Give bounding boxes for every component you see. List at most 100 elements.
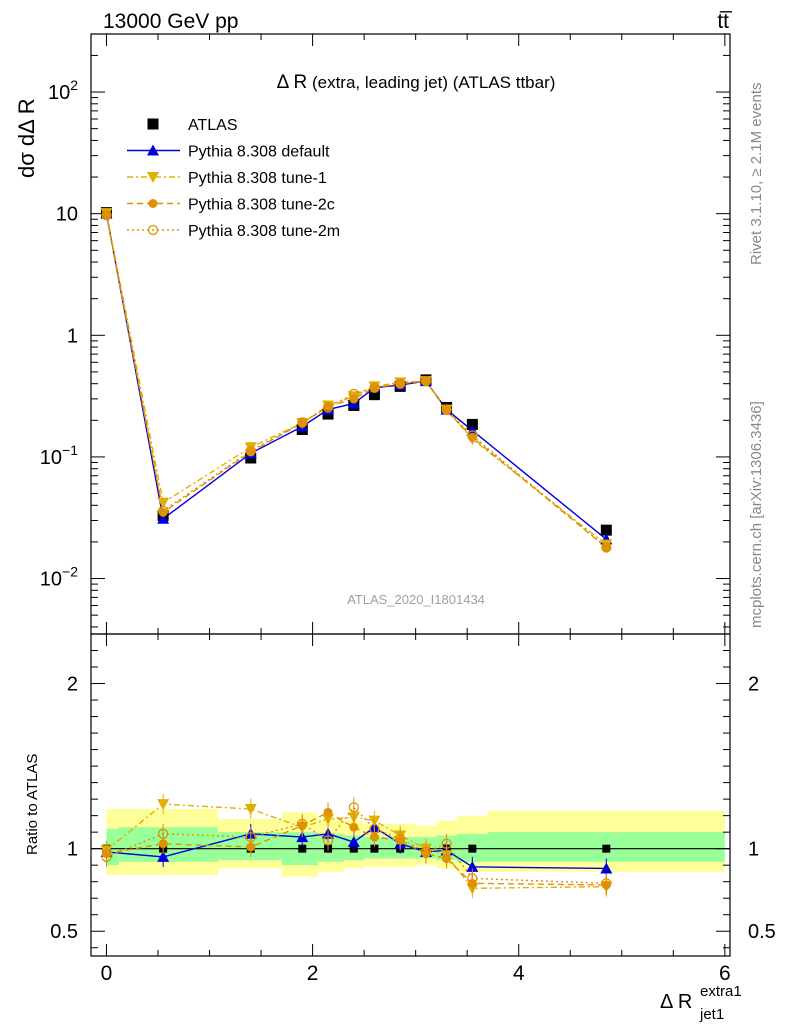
- ratio-point-atlas: [298, 844, 307, 853]
- data-point-pythia-8-308-tune-2m: [101, 210, 112, 221]
- ratio-point-pythia-8-308-tune-2m: [395, 833, 406, 844]
- legend-marker-atlas: [147, 118, 159, 130]
- line-pythia-8-308-tune-1: [105, 213, 607, 546]
- y-tick-label-main: 1: [67, 325, 78, 347]
- ratio-point-pythia-8-308-tune-2m: [157, 828, 169, 839]
- ratio-plot-frame: [90, 633, 731, 957]
- y-tick-label-main: 10−2: [40, 564, 78, 591]
- legend-marker-pythia-8-308-tune-1: [147, 172, 159, 183]
- data-point-pythia-8-308-tune-2c: [246, 447, 256, 457]
- ratio-point-pythia-8-308-tune-2m: [348, 802, 359, 813]
- ratio-point-atlas: [370, 844, 379, 853]
- legend-marker-pythia-8-308-tune-2c: [148, 199, 158, 208]
- data-point-pythia-8-308-tune-2m: [245, 445, 256, 457]
- y-tick-label-ratio: 0.5: [50, 921, 78, 943]
- ratio-point-pythia-8-308-tune-2c: [323, 807, 333, 817]
- legend-label-atlas: ATLAS: [188, 117, 238, 134]
- header-process-label: tt̅: [717, 10, 733, 33]
- ratio-point-atlas: [602, 844, 611, 853]
- data-point-atlas: [600, 524, 612, 536]
- data-point-pythia-8-308-tune-2c: [101, 209, 111, 219]
- data-point-pythia-8-308-tune-2c: [601, 542, 611, 552]
- data-point-pythia-8-308-tune-2m: [369, 382, 380, 393]
- rivet-label-group: Rivet 3.1.10, ≥ 2.1M events: [748, 83, 765, 266]
- data-point-pythia-8-308-tune-2m: [395, 378, 406, 389]
- y-tick-label-main: 10−1: [40, 442, 78, 469]
- y-tick-label-ratio-right: 2: [748, 674, 759, 696]
- ratio-point-pythia-8-308-tune-1: [244, 804, 257, 816]
- y-tick-label-ratio-right: 1: [748, 839, 759, 861]
- data-point-pythia-8-308-tune-2m: [467, 430, 478, 441]
- data-point-pythia-8-308-tune-2m: [601, 542, 612, 553]
- ratio-line-pythia-8-308-tune-2c: [106, 811, 607, 886]
- mcplots-label: mcplots.cern.ch [arXiv:1306.3436]: [748, 401, 765, 628]
- legend-marker-pythia-8-308-tune-2m: [147, 224, 159, 236]
- data-point-pythia-8-308-tune-2m: [297, 417, 308, 428]
- ratio-point-pythia-8-308-tune-2m: [245, 831, 256, 843]
- x-tick-label: 4: [513, 962, 525, 985]
- ratio-point-pythia-8-308-tune-2m: [297, 818, 308, 830]
- x-tick-label: 0: [101, 962, 113, 985]
- ratio-point-pythia-8-308-tune-2m: [420, 846, 432, 858]
- line-pythia-8-308-tune-2m: [105, 215, 607, 549]
- mcplots-label-group: mcplots.cern.ch [arXiv:1306.3436]: [748, 401, 765, 628]
- data-point-pythia-8-308-tune-2m: [348, 388, 359, 400]
- legend-label-pythia-8-308-default: Pythia 8.308 default: [188, 144, 330, 161]
- ratio-point-pythia-8-308-default: [157, 850, 170, 862]
- main-plot-frame: [90, 33, 731, 635]
- data-point-pythia-8-308-tune-2c: [369, 383, 379, 393]
- y-tick-label-ratio: 2: [67, 674, 78, 696]
- data-point-pythia-8-308-tune-2c: [421, 376, 431, 386]
- y-tick-label-ratio-right: 0.5: [748, 921, 776, 943]
- ratio-point-pythia-8-308-tune-1: [157, 799, 170, 811]
- ratio-point-pythia-8-308-tune-2c: [349, 822, 359, 832]
- data-point-pythia-8-308-tune-2c: [442, 406, 452, 416]
- ratio-point-pythia-8-308-default: [347, 836, 360, 848]
- rivet-label: Rivet 3.1.10, ≥ 2.1M events: [748, 83, 765, 266]
- plot-title: Δ R (extra, leading jet) (ATLAS ttbar): [277, 72, 556, 93]
- ratio-ylabel-group: Ratio to ATLAS: [24, 754, 41, 855]
- data-point-pythia-8-308-tune-2m: [322, 402, 334, 413]
- header-energy-label: 13000 GeV pp: [103, 10, 238, 33]
- data-point-atlas: [466, 418, 478, 430]
- x-axis-label: Δ R: [660, 991, 692, 1013]
- x-tick-label: 6: [719, 962, 731, 985]
- ratio-ylabel: Ratio to ATLAS: [24, 754, 41, 855]
- data-point-pythia-8-308-tune-2m: [441, 404, 452, 415]
- data-point-pythia-8-308-tune-2c: [395, 379, 405, 389]
- line-pythia-8-308-tune-2c: [105, 214, 607, 549]
- ratio-point-pythia-8-308-tune-2m: [101, 851, 112, 863]
- main-ylabel: dσ dΔ R: [14, 98, 39, 178]
- main-ylabel-text: dσ dΔ R: [14, 98, 39, 178]
- legend-label-pythia-8-308-tune-1: Pythia 8.308 tune-1: [188, 170, 327, 187]
- axes: 0 2 4 6 10−2 10−1 1 10 102 0.5 0.5 1 1 2 2: [40, 33, 776, 985]
- legend-label-pythia-8-308-tune-2m: Pythia 8.308 tune-2m: [188, 223, 340, 240]
- ratio-point-pythia-8-308-tune-2m: [369, 823, 380, 835]
- data-point-pythia-8-308-tune-2c: [297, 418, 307, 428]
- data-point-pythia-8-308-tune-2m: [420, 375, 432, 387]
- y-tick-label-main: 10: [56, 204, 78, 226]
- series-lines: [105, 213, 607, 890]
- data-point-pythia-8-308-tune-2c: [323, 401, 333, 411]
- ratio-point-pythia-8-308-tune-2m: [467, 873, 478, 884]
- ratio-point-pythia-8-308-default: [466, 860, 479, 872]
- ratio-line-pythia-8-308-tune-2m: [106, 806, 607, 885]
- y-tick-label-main: 102: [48, 77, 78, 104]
- ratio-point-pythia-8-308-tune-2m: [601, 878, 612, 889]
- legend: ATLAS Pythia 8.308 default Pythia 8.308 tu…: [127, 117, 340, 240]
- ratio-point-pythia-8-308-tune-2m: [322, 835, 334, 846]
- analysis-id: ATLAS_2020_I1801434: [347, 592, 485, 607]
- x-tick-label: 2: [307, 962, 319, 985]
- y-tick-label-ratio: 1: [67, 839, 78, 861]
- data-point-atlas: [368, 389, 380, 401]
- ratio-point-atlas: [468, 844, 477, 853]
- ratio-point-pythia-8-308-default: [600, 862, 613, 874]
- x-axis-label-sup: extra1: [700, 983, 742, 1000]
- data-point-pythia-8-308-tune-2m: [157, 505, 169, 517]
- legend-marker-pythia-8-308-default: [147, 144, 159, 156]
- ratio-point-pythia-8-308-tune-2m: [441, 838, 452, 849]
- data-point-pythia-8-308-default: [157, 512, 170, 524]
- ratio-point-pythia-8-308-tune-2c: [442, 854, 452, 864]
- data-point-pythia-8-308-tune-1: [157, 497, 170, 509]
